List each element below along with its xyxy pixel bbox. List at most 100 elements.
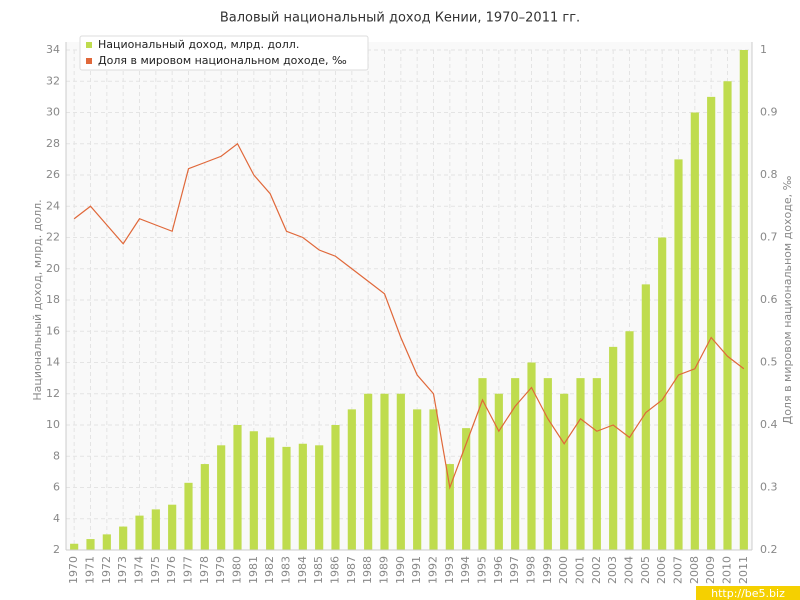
y-tick-label: 16 — [46, 324, 60, 337]
x-tick-label: 1977 — [182, 556, 195, 584]
bar — [135, 515, 144, 550]
x-tick-label: 1973 — [116, 556, 129, 584]
bar — [576, 378, 585, 550]
y2-tick-label: 1 — [760, 43, 767, 56]
x-tick-label: 2003 — [606, 556, 619, 584]
x-tick-label: 2008 — [688, 556, 701, 584]
y-tick-label: 6 — [53, 481, 60, 494]
bar — [739, 50, 748, 550]
bar — [200, 464, 209, 550]
x-tick-label: 1986 — [329, 556, 342, 584]
x-tick-label: 2006 — [655, 556, 668, 584]
bar — [641, 284, 650, 550]
y2-tick-label: 0.4 — [760, 418, 778, 431]
x-tick-label: 2010 — [721, 556, 734, 584]
legend-swatch — [86, 58, 92, 64]
y2-tick-label: 0.6 — [760, 293, 778, 306]
bar — [511, 378, 520, 550]
x-tick-label: 1975 — [149, 556, 162, 584]
bar — [707, 96, 716, 550]
x-tick-label: 2000 — [557, 556, 570, 584]
x-tick-label: 1988 — [361, 556, 374, 584]
x-tick-label: 2007 — [672, 556, 685, 584]
bar — [674, 159, 683, 550]
legend-box — [79, 35, 369, 71]
y-tick-label: 28 — [46, 137, 60, 150]
bar — [86, 539, 95, 550]
bar — [690, 112, 699, 550]
x-tick-label: 1987 — [345, 556, 358, 584]
bar — [331, 425, 340, 550]
y-tick-label: 8 — [53, 449, 60, 462]
x-tick-label: 1971 — [84, 556, 97, 584]
bar — [151, 509, 160, 550]
y-tick-label: 20 — [46, 262, 60, 275]
bar — [184, 482, 193, 550]
x-tick-label: 1976 — [165, 556, 178, 584]
x-tick-label: 1991 — [410, 556, 423, 584]
bar — [266, 437, 275, 550]
x-tick-label: 1997 — [508, 556, 521, 584]
bar — [625, 331, 634, 550]
x-tick-label: 1972 — [100, 556, 113, 584]
watermark-bg — [696, 586, 800, 600]
x-tick-label: 2004 — [623, 556, 636, 584]
bar — [119, 526, 128, 550]
bar — [527, 362, 536, 550]
x-tick-label: 1982 — [263, 556, 276, 584]
bar — [445, 464, 454, 550]
y2-axis-label: Доля в мировом национальном доходе, ‰ — [781, 175, 794, 424]
y-tick-label: 32 — [46, 74, 60, 87]
plot-area — [66, 42, 752, 550]
bar — [609, 346, 618, 550]
y-axis-label: Национальный доход, млрд. долл. — [31, 199, 44, 400]
y-tick-label: 24 — [46, 199, 60, 212]
bar — [364, 393, 373, 550]
y2-tick-label: 0.7 — [760, 231, 778, 244]
line — [73, 142, 745, 490]
y2-tick-label: 0.2 — [760, 543, 778, 556]
x-tick-label: 1979 — [214, 556, 227, 584]
y-tick-label: 2 — [53, 543, 60, 556]
chart-title: Валовый национальный доход Кении, 1970–2… — [220, 11, 580, 26]
y-tick-label: 26 — [46, 168, 60, 181]
bar — [315, 445, 324, 550]
bar — [233, 425, 242, 550]
x-tick-label: 2005 — [639, 556, 652, 584]
y-tick-label: 4 — [53, 512, 60, 525]
y2-tick-label: 0.3 — [760, 481, 778, 494]
x-tick-label: 1978 — [198, 556, 211, 584]
y-tick-label: 10 — [46, 418, 60, 431]
y-tick-label: 30 — [46, 106, 60, 119]
x-tick-label: 1992 — [427, 556, 440, 584]
bar — [102, 534, 111, 550]
y-tick-label: 34 — [46, 43, 60, 56]
y-tick-label: 12 — [46, 387, 60, 400]
x-tick-label: 1998 — [525, 556, 538, 584]
bar — [298, 443, 307, 550]
bar — [429, 409, 438, 550]
x-tick-label: 1974 — [133, 556, 146, 584]
x-tick-label: 1999 — [541, 556, 554, 584]
bar — [282, 446, 291, 550]
x-tick-label: 2009 — [704, 556, 717, 584]
bar — [723, 81, 732, 550]
bar — [494, 393, 503, 550]
x-tick-label: 1993 — [443, 556, 456, 584]
y-tick-label: 18 — [46, 293, 60, 306]
x-tick-label: 1984 — [296, 556, 309, 584]
x-tick-label: 2002 — [590, 556, 603, 584]
x-tick-label: 1996 — [492, 556, 505, 584]
x-tick-label: 1983 — [280, 556, 293, 584]
bar — [478, 378, 487, 550]
bar — [380, 393, 389, 550]
bar — [413, 409, 422, 550]
x-tick-label: 1994 — [459, 556, 472, 584]
y-tick-label: 14 — [46, 356, 60, 369]
x-tick-label: 1990 — [394, 556, 407, 584]
x-tick-label: 2011 — [737, 556, 750, 584]
bar — [168, 504, 177, 550]
bar — [658, 237, 667, 550]
legend-text: Национальный доход, млрд. долл. — [98, 38, 299, 51]
